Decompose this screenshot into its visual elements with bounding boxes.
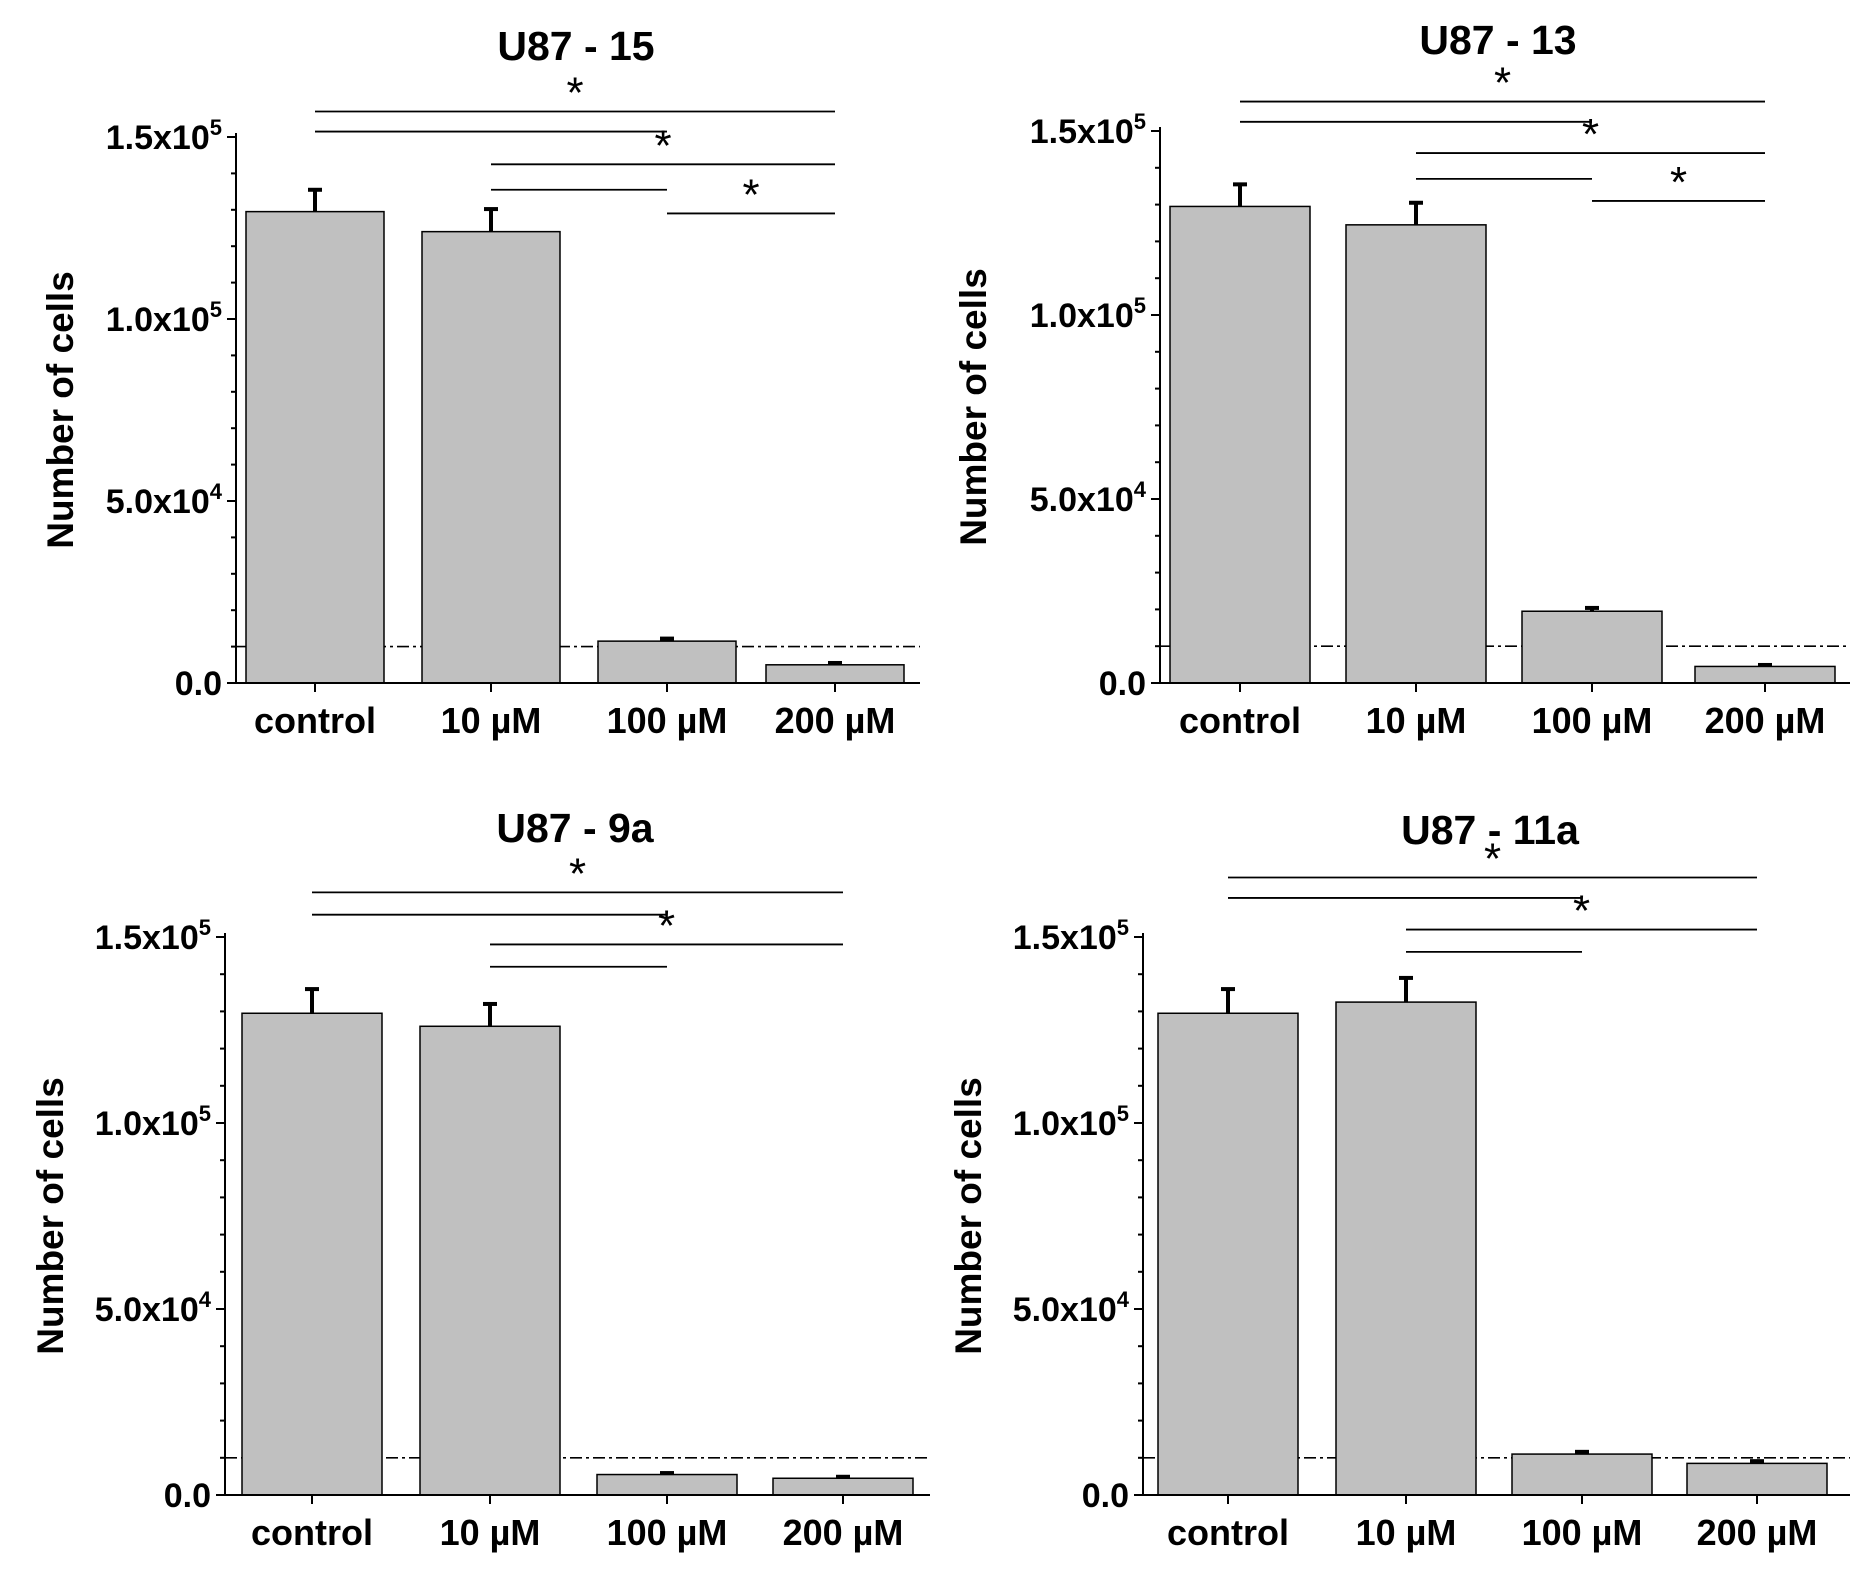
significance-star-2: * <box>654 121 671 170</box>
x-tick-label-2: 100 µM <box>607 700 728 741</box>
y-tick-label-0: 0.0 <box>164 1477 211 1515</box>
chart-title: U87 - 11a <box>1401 807 1580 853</box>
y-tick-label-3: 1.5x105 <box>1030 109 1146 151</box>
bar-1 <box>421 230 561 684</box>
significance-star-2: * <box>658 901 675 950</box>
bar-1 <box>1335 1001 1477 1496</box>
significance-star-0: * <box>1484 834 1501 883</box>
x-tick-label-0: control <box>254 700 376 741</box>
bar-2 <box>597 640 737 684</box>
x-tick-label-0: control <box>251 1512 373 1553</box>
bar-2 <box>1511 1453 1653 1496</box>
bar-0 <box>1169 205 1311 684</box>
significance-star-2: * <box>1582 110 1599 159</box>
y-tick-label-3: 1.5x105 <box>95 915 211 957</box>
y-axis-label: Number of cells <box>40 271 81 549</box>
x-tick-label-0: control <box>1167 1512 1289 1553</box>
x-tick-label-3: 200 µM <box>783 1512 904 1553</box>
y-tick-label-0: 0.0 <box>1099 665 1146 703</box>
bar-0 <box>241 1012 383 1496</box>
chart-panel-u87-15: U87 - 15 Number of cells 0.0 5.0x104 1.0x105… <box>40 23 920 741</box>
x-tick-label-3: 200 µM <box>1697 1512 1818 1553</box>
significance-star-0: * <box>566 69 583 118</box>
chart-panel-u87-13: U87 - 13 Number of cells 0.0 5.0x104 1.0x105… <box>953 17 1850 741</box>
bar-2 <box>596 1473 738 1496</box>
y-tick-label-2: 1.0x105 <box>95 1101 211 1143</box>
y-tick-label-1: 5.0x104 <box>1030 477 1147 519</box>
x-tick-label-2: 100 µM <box>607 1512 728 1553</box>
x-tick-label-1: 10 µM <box>1356 1512 1457 1553</box>
significance-star-4: * <box>742 170 759 219</box>
y-tick-label-1: 5.0x104 <box>106 479 223 521</box>
y-tick-label-1: 5.0x104 <box>1013 1287 1130 1329</box>
y-tick-label-0: 0.0 <box>175 665 222 703</box>
bar-1 <box>419 1025 561 1496</box>
significance-star-2: * <box>1573 887 1590 936</box>
bar-1 <box>1345 224 1487 684</box>
x-tick-label-2: 100 µM <box>1532 700 1653 741</box>
bar-2 <box>1521 610 1663 684</box>
x-tick-label-1: 10 µM <box>1366 700 1467 741</box>
x-tick-label-3: 200 µM <box>1705 700 1826 741</box>
chart-title: U87 - 13 <box>1419 17 1576 63</box>
significance-star-0: * <box>1494 59 1511 108</box>
significance-star-4: * <box>1670 158 1687 207</box>
y-axis-label: Number of cells <box>948 1077 989 1355</box>
bar-3 <box>765 664 905 684</box>
y-tick-label-3: 1.5x105 <box>1013 915 1129 957</box>
y-tick-label-1: 5.0x104 <box>95 1287 212 1329</box>
chart-title: U87 - 15 <box>497 23 654 69</box>
y-tick-label-0: 0.0 <box>1082 1477 1129 1515</box>
bar-3 <box>1694 665 1836 684</box>
y-tick-label-3: 1.5x105 <box>106 115 222 157</box>
significance-star-0: * <box>569 849 586 898</box>
x-tick-label-0: control <box>1179 700 1301 741</box>
y-tick-label-2: 1.0x105 <box>106 297 222 339</box>
bar-3 <box>772 1477 914 1496</box>
x-tick-label-1: 10 µM <box>440 1512 541 1553</box>
x-tick-label-3: 200 µM <box>775 700 896 741</box>
chart-title: U87 - 9a <box>496 805 654 851</box>
x-tick-label-1: 10 µM <box>441 700 542 741</box>
y-axis-label: Number of cells <box>30 1077 71 1355</box>
chart-panel-u87-11a: U87 - 11a Number of cells 0.0 5.0x104 1.0x10… <box>948 807 1850 1553</box>
y-tick-label-2: 1.0x105 <box>1030 293 1146 335</box>
chart-panel-u87-9a: U87 - 9a Number of cells 0.0 5.0x104 1.0x105… <box>30 805 930 1553</box>
y-tick-label-2: 1.0x105 <box>1013 1101 1129 1143</box>
y-axis-label: Number of cells <box>953 268 994 546</box>
bar-0 <box>245 210 385 684</box>
bar-3 <box>1686 1462 1828 1496</box>
bar-0 <box>1157 1012 1299 1496</box>
x-tick-label-2: 100 µM <box>1522 1512 1643 1553</box>
